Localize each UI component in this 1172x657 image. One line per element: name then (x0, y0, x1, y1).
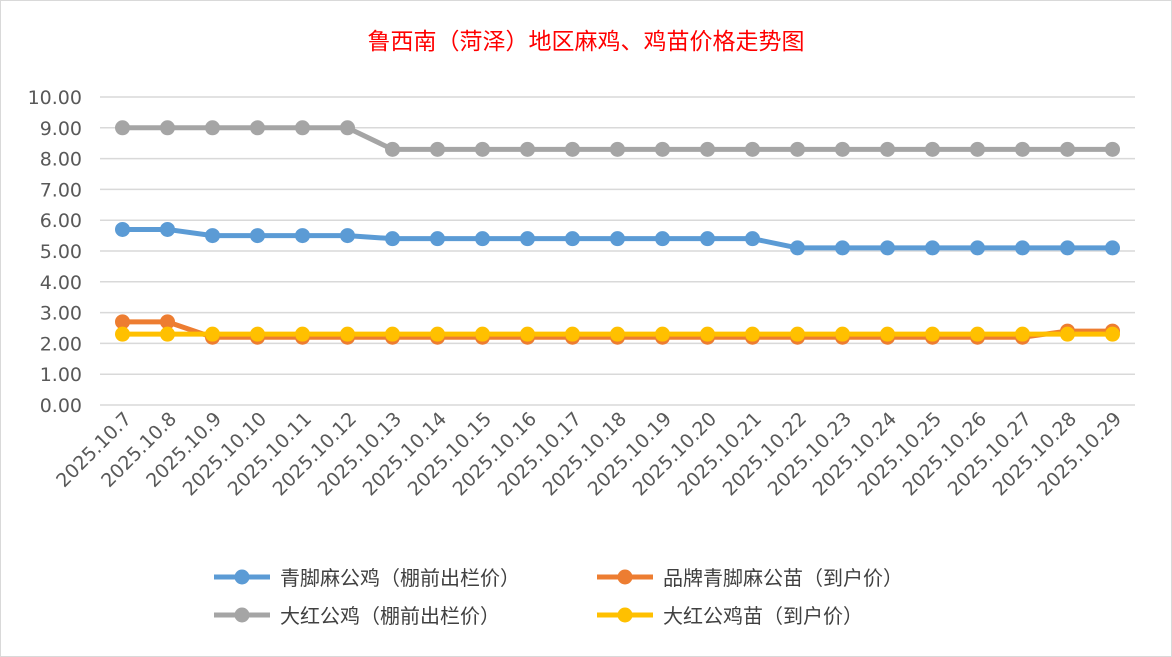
data-point-0 (835, 240, 850, 256)
data-point-2 (430, 141, 445, 157)
data-point-3 (745, 326, 760, 342)
data-point-3 (1105, 326, 1120, 342)
data-point-0 (115, 221, 130, 237)
data-point-2 (475, 141, 490, 157)
data-point-0 (295, 228, 310, 244)
legend-label-1: 品牌青脚麻公苗（到户价） (663, 566, 903, 590)
data-point-3 (205, 326, 220, 342)
data-point-0 (1015, 240, 1030, 256)
data-point-3 (610, 326, 625, 342)
data-point-2 (700, 141, 715, 157)
data-point-2 (835, 141, 850, 157)
data-point-3 (250, 326, 265, 342)
data-point-0 (925, 240, 940, 256)
data-point-3 (790, 326, 805, 342)
y-tick-label: 7.00 (40, 179, 82, 201)
data-point-2 (115, 120, 130, 136)
data-point-0 (160, 221, 175, 237)
data-point-0 (655, 231, 670, 247)
data-point-1 (115, 314, 130, 330)
legend-label-2: 大红公鸡（棚前出栏价） (280, 604, 500, 628)
y-tick-label: 9.00 (40, 118, 82, 140)
legend-item-3: 大红公鸡苗（到户价） (595, 600, 863, 629)
y-tick-label: 8.00 (40, 149, 82, 171)
data-point-3 (160, 326, 175, 342)
data-point-0 (790, 240, 805, 256)
legend-item-2: 大红公鸡（棚前出栏价） (212, 600, 500, 629)
data-point-3 (880, 326, 895, 342)
legend-marker-3 (597, 607, 653, 622)
data-point-2 (610, 141, 625, 157)
legend-marker-2 (214, 607, 270, 622)
data-point-0 (745, 231, 760, 247)
data-point-0 (880, 240, 895, 256)
data-point-2 (340, 120, 355, 136)
data-point-3 (925, 326, 940, 342)
data-point-2 (565, 141, 580, 157)
data-point-2 (745, 141, 760, 157)
data-point-0 (430, 231, 445, 247)
data-point-2 (250, 120, 265, 136)
data-point-2 (970, 141, 985, 157)
data-point-3 (655, 326, 670, 342)
data-point-2 (1060, 141, 1075, 157)
data-point-3 (115, 326, 130, 342)
y-tick-label: 4.00 (40, 272, 82, 294)
data-point-3 (1015, 326, 1030, 342)
data-point-2 (1015, 141, 1030, 157)
data-point-3 (385, 326, 400, 342)
data-point-0 (385, 231, 400, 247)
legend-item-0: 青脚麻公鸡（棚前出栏价） (212, 562, 520, 591)
y-tick-label: 10.00 (28, 87, 82, 109)
data-point-0 (205, 228, 220, 244)
legend-label-0: 青脚麻公鸡（棚前出栏价） (280, 566, 520, 590)
data-point-1 (160, 314, 175, 330)
data-point-3 (1060, 326, 1075, 342)
data-point-3 (340, 326, 355, 342)
y-tick-label: 1.00 (40, 364, 82, 386)
data-point-2 (520, 141, 535, 157)
y-tick-label: 2.00 (40, 333, 82, 355)
data-point-0 (1060, 240, 1075, 256)
y-tick-label: 3.00 (40, 303, 82, 325)
legend-marker-0 (214, 569, 270, 584)
data-point-0 (565, 231, 580, 247)
data-point-3 (565, 326, 580, 342)
data-point-0 (475, 231, 490, 247)
data-point-2 (925, 141, 940, 157)
data-point-3 (430, 326, 445, 342)
y-tick-label: 6.00 (40, 210, 82, 232)
data-point-2 (295, 120, 310, 136)
data-point-3 (970, 326, 985, 342)
data-point-2 (1105, 141, 1120, 157)
line-chart: 0.00 1.00 2.00 3.00 4.00 5.00 6.00 7.00 8.00 9.00… (28, 87, 1135, 500)
data-point-3 (835, 326, 850, 342)
data-point-2 (880, 141, 895, 157)
data-point-3 (475, 326, 490, 342)
data-point-2 (205, 120, 220, 136)
data-point-3 (520, 326, 535, 342)
data-point-3 (295, 326, 310, 342)
data-point-2 (790, 141, 805, 157)
data-point-3 (700, 326, 715, 342)
legend-label-3: 大红公鸡苗（到户价） (663, 604, 863, 628)
data-point-0 (520, 231, 535, 247)
data-point-0 (610, 231, 625, 247)
data-point-0 (700, 231, 715, 247)
legend-marker-1 (597, 569, 653, 584)
data-point-2 (655, 141, 670, 157)
data-point-2 (385, 141, 400, 157)
chart-title: 鲁西南（菏泽）地区麻鸡、鸡苗价格走势图 (367, 29, 805, 55)
data-point-0 (970, 240, 985, 256)
y-tick-label: 0.00 (40, 395, 82, 417)
legend-item-1: 品牌青脚麻公苗（到户价） (595, 562, 903, 591)
y-tick-label: 5.00 (40, 241, 82, 263)
data-point-2 (160, 120, 175, 136)
data-point-0 (1105, 240, 1120, 256)
data-point-0 (340, 228, 355, 244)
data-point-0 (250, 228, 265, 244)
